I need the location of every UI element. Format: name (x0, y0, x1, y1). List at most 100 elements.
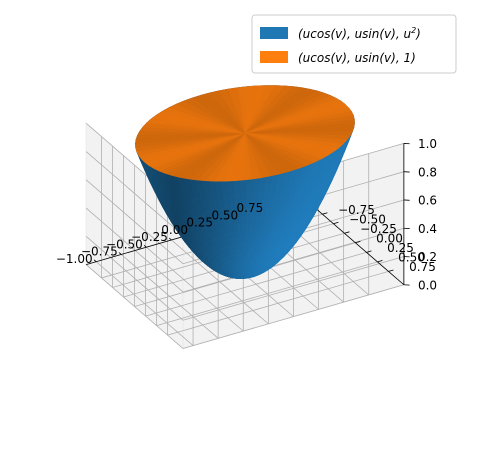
grid-z-back (182, 284, 404, 349)
grid-z-back (182, 256, 404, 321)
x-tick-mark (93, 259, 97, 262)
grid-y-floor (145, 251, 367, 317)
paraboloid-patch (254, 215, 261, 223)
disk-patch (156, 137, 162, 142)
paraboloid-patch (233, 184, 241, 195)
paraboloid-patch (242, 251, 246, 257)
x-tick-label: −0.25 (131, 230, 168, 244)
y-tick-label: −0.50 (349, 212, 386, 226)
x-tick-mark (143, 244, 147, 248)
x-tick-label: 0.25 (186, 216, 213, 230)
legend-swatch (260, 51, 288, 63)
disk-patch (247, 85, 258, 89)
legend-swatch (260, 27, 288, 39)
z-tick-label: 1.0 (418, 137, 437, 151)
disk-patch (337, 120, 343, 126)
paraboloid-patch (257, 191, 265, 201)
disk-patch (139, 142, 145, 148)
surfaces (135, 85, 355, 279)
grid-z-side (85, 236, 184, 321)
paraboloid-patch (241, 215, 247, 224)
paraboloid-patch (227, 185, 236, 196)
disk-patch (216, 175, 227, 178)
disk-patch (213, 179, 225, 182)
disk-patch (264, 87, 276, 90)
paraboloid-patch (245, 215, 252, 224)
paraboloid-patch (238, 235, 243, 243)
legend-label: (ucos(v), usin(v), u2) (298, 26, 421, 41)
y-tick-label: 0.50 (398, 250, 425, 264)
x-tick-label: −1.00 (56, 252, 93, 266)
tick-labels: −1.00−0.75−0.50−0.250.000.250.500.75 −0.7… (56, 137, 437, 292)
z-tick-label: 0.8 (418, 165, 437, 179)
legend-box (251, 14, 457, 74)
legend: (ucos(v), usin(v), u2) (ucos(v), usin(v),… (251, 14, 457, 74)
disk-patch (217, 173, 228, 176)
y-tick-mark (366, 250, 372, 253)
x-tick-label: 0.50 (211, 208, 238, 222)
paraboloid-patch (242, 235, 247, 243)
disk-surface (135, 85, 355, 182)
paraboloid-patch (242, 246, 247, 253)
paraboloid-patch (237, 229, 243, 237)
disk-patch (147, 141, 153, 147)
disk-patch (345, 119, 351, 125)
disk-patch (135, 142, 141, 148)
disk-patch (336, 124, 343, 129)
y-tick-label: 0.25 (387, 241, 414, 255)
z-tick-label: 0.2 (418, 250, 437, 264)
paraboloid-patch (240, 192, 247, 202)
paraboloid-patch (239, 241, 244, 248)
y-tick-mark (388, 269, 394, 272)
y-tick-label: 0.75 (409, 260, 436, 274)
grid-z-side (85, 207, 184, 293)
x-tick-label: 0.00 (161, 223, 188, 237)
paraboloid-patch (237, 223, 243, 231)
legend-label: (ucos(v), usin(v), 1) (298, 51, 416, 65)
y-tick-mark (333, 221, 339, 225)
grid-z-side (85, 151, 184, 236)
paraboloid-patch (240, 183, 247, 194)
disk-patch (262, 92, 272, 95)
y-axis-line (306, 200, 405, 286)
disk-patch (262, 90, 273, 94)
grid-z-side (85, 264, 184, 349)
paraboloid-patch (241, 229, 247, 237)
y-tick-mark (344, 231, 350, 234)
paraboloid-patch (228, 193, 236, 204)
disk-patch (341, 119, 347, 125)
x-tick-label: 0.75 (237, 201, 264, 215)
y-tick-label: 0.00 (376, 231, 403, 245)
y-tick-mark (322, 212, 328, 215)
paraboloid-patch (246, 191, 253, 201)
paraboloid-patch (257, 182, 266, 192)
disk-patch (256, 85, 267, 88)
disk-patch (349, 122, 355, 128)
x-tick-mark (168, 237, 172, 241)
disk-patch (223, 178, 234, 182)
y-tick-label: −0.75 (338, 203, 375, 217)
grid-y-floor (167, 271, 389, 336)
y-tick-label: −0.25 (360, 222, 397, 236)
paraboloid-patch (255, 207, 262, 216)
paraboloid-patch (242, 241, 247, 248)
z-tick-label: 0.4 (418, 222, 437, 236)
disk-patch (143, 142, 149, 147)
disk-patch (135, 138, 141, 144)
grid-y-floor (156, 261, 378, 326)
disk-patch (336, 100, 346, 106)
disk-patch (333, 121, 338, 126)
z-tick-label: 0.6 (418, 194, 437, 208)
grid-z-side (85, 179, 184, 265)
y-tick-mark (377, 260, 383, 263)
z-tick-label: 0.0 (418, 278, 437, 292)
disk-patch (218, 171, 228, 175)
paraboloid-patch (246, 182, 254, 193)
disk-patch (349, 118, 355, 124)
disk-patch (152, 137, 158, 143)
grid-z-back (182, 227, 404, 293)
paraboloid-patch (241, 222, 247, 231)
x-tick-label: −0.50 (106, 237, 143, 251)
